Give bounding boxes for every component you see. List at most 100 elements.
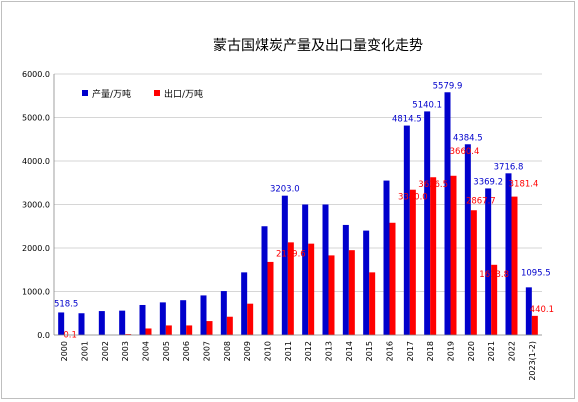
bar-production [200, 295, 207, 335]
data-label-production: 518.5 [54, 299, 78, 309]
data-label-export: 1613.8 [479, 270, 509, 280]
x-tick-label: 2003 [121, 341, 130, 361]
x-tick-label: 2016 [386, 341, 395, 361]
y-tick-label: 3000.0 [22, 201, 50, 210]
x-tick-label: 2022 [508, 341, 517, 361]
bar-export [470, 210, 477, 335]
x-tick-label: 2011 [284, 341, 293, 361]
bar-export [328, 255, 335, 335]
data-label-export: 2867.7 [466, 196, 496, 206]
x-tick-label: 2005 [162, 341, 171, 361]
bar-export [247, 303, 254, 335]
bars [58, 92, 538, 336]
bar-export [165, 325, 172, 335]
x-tick-label: 2010 [264, 341, 273, 361]
bar-export [308, 243, 315, 335]
x-tick-label: 2012 [304, 341, 313, 361]
bar-production [322, 204, 329, 335]
bar-production [485, 188, 492, 335]
x-tick-label: 2001 [81, 341, 90, 361]
data-label-production: 1095.5 [521, 268, 551, 278]
bar-production [261, 226, 268, 335]
bar-production [464, 144, 471, 335]
x-tick-label: 2009 [243, 341, 252, 361]
x-tick-label: 2018 [426, 341, 435, 361]
bar-export [145, 328, 152, 335]
bar-production [403, 125, 410, 336]
bar-export [531, 315, 538, 335]
bar-export [369, 272, 376, 335]
y-tick-label: 0.0 [37, 331, 50, 340]
data-label-production: 5579.9 [433, 81, 463, 91]
bar-production [281, 195, 288, 335]
bar-production [444, 92, 451, 335]
bar-production [241, 272, 248, 335]
bar-production [220, 291, 227, 335]
data-label-production: 5140.1 [412, 100, 442, 110]
bar-production [119, 310, 126, 335]
data-label-export: 3626.5 [418, 180, 448, 190]
bar-export [186, 325, 193, 335]
x-tick-label: 2020 [467, 341, 476, 361]
data-label-production: 3203.0 [270, 185, 300, 195]
y-tick-label: 2000.0 [22, 244, 50, 253]
legend-label-export: 出口/万吨 [164, 88, 203, 100]
legend: 产量/万吨 出口/万吨 [82, 88, 203, 100]
chart-title: 蒙古国煤炭产量及出口量变化走势 [213, 38, 423, 54]
x-tick-label: 2006 [182, 341, 191, 361]
data-label-production: 4814.5 [392, 115, 422, 125]
bar-export [348, 250, 355, 335]
bar-production [159, 302, 166, 335]
data-label-production: 3716.8 [494, 162, 524, 172]
y-tick-label: 4000.0 [22, 157, 50, 166]
data-label-export: 3181.4 [509, 180, 539, 190]
data-label-export: 440.1 [530, 305, 554, 315]
data-label-production: 3369.2 [473, 177, 503, 187]
x-tick-label: 2013 [325, 341, 334, 361]
x-tick-label: 2007 [203, 341, 212, 361]
bar-production [363, 230, 370, 335]
x-axis: 2000 2001 2002 2003 2004 2005 2006 2007 2008 2009… [54, 334, 542, 381]
x-tick-label: 2000 [60, 341, 69, 361]
bar-production [58, 312, 65, 335]
bar-production [383, 180, 390, 335]
bar-export [226, 316, 233, 335]
bar-export [267, 261, 274, 335]
bar-export [511, 196, 518, 335]
bar-export [450, 175, 457, 335]
x-tick-label: 2023(1-2) [528, 341, 537, 381]
x-tick-label: 2002 [101, 341, 110, 361]
bar-production [342, 224, 349, 335]
x-tick-label: 2015 [365, 341, 374, 361]
bar-production [505, 173, 512, 335]
bar-production [302, 204, 309, 335]
bar-export [409, 189, 416, 335]
bar-production [98, 311, 105, 335]
bar-production [180, 300, 187, 335]
bar-production [525, 287, 532, 335]
x-tick-label: 2021 [487, 341, 496, 361]
x-tick-label: 2004 [142, 341, 151, 361]
x-tick-label: 2017 [406, 341, 415, 361]
bar-production [78, 313, 85, 335]
x-tick-label: 2014 [345, 341, 354, 361]
bar-production [139, 304, 146, 335]
data-label-production: 4384.5 [453, 133, 483, 143]
bar-export [491, 264, 498, 335]
x-tick-label: 2019 [447, 341, 456, 361]
y-tick-label: 5000.0 [22, 114, 50, 123]
bar-export [430, 177, 437, 335]
legend-label-production: 产量/万吨 [92, 88, 131, 100]
legend-swatch-export [154, 90, 160, 96]
x-tick-label: 2008 [223, 341, 232, 361]
data-label-export: 3340.0 [398, 193, 428, 203]
data-label-export: 3660.4 [450, 147, 480, 157]
y-tick-label: 1000.0 [22, 288, 50, 297]
y-axis: 0.0 1000.0 2000.0 3000.0 4000.0 5000.0 6000.0 [22, 70, 55, 340]
y-tick-label: 6000.0 [22, 70, 50, 79]
bar-export [389, 222, 396, 335]
data-label-export: 2129.6 [276, 249, 306, 259]
bar-export [287, 242, 294, 335]
bar-export [206, 321, 213, 335]
